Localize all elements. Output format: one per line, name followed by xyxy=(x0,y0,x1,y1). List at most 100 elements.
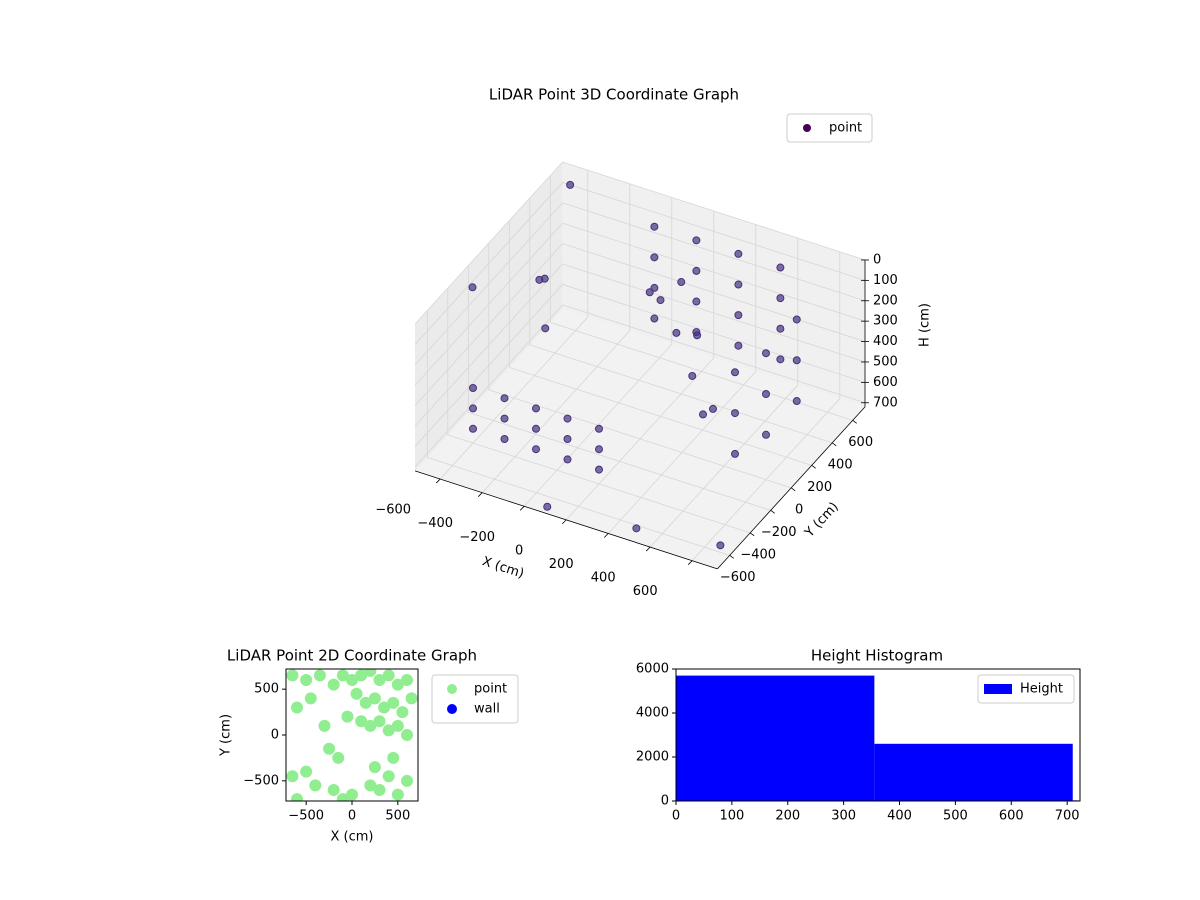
z-axis-label: H (cm) xyxy=(918,303,933,347)
point xyxy=(734,249,743,258)
x-tick-label: 400 xyxy=(887,809,912,824)
z-tick-label: 600 xyxy=(873,375,898,390)
tick-mark xyxy=(687,560,693,565)
tick-mark xyxy=(831,442,837,447)
point xyxy=(323,742,336,755)
point xyxy=(535,275,544,284)
point xyxy=(693,331,702,340)
point xyxy=(500,435,509,443)
point xyxy=(716,541,725,550)
point xyxy=(792,356,801,365)
plot-area xyxy=(286,669,418,801)
point xyxy=(731,409,739,418)
point xyxy=(378,701,391,714)
legend-frame xyxy=(977,674,1075,704)
legend-marker xyxy=(803,124,811,132)
y-tick-label: −500 xyxy=(243,773,279,788)
grid-line xyxy=(414,161,563,325)
grid-line xyxy=(468,412,771,511)
tick-mark xyxy=(770,510,775,514)
point xyxy=(709,404,717,413)
x-tick-label: −600 xyxy=(375,503,411,518)
point xyxy=(401,774,413,787)
y-tick-label: 400 xyxy=(828,457,853,472)
y-axis-line xyxy=(717,406,866,570)
x-tick-label: 400 xyxy=(591,571,616,586)
tick-mark xyxy=(749,532,755,537)
point xyxy=(346,788,358,801)
z-tick-label: 300 xyxy=(873,314,898,329)
point xyxy=(688,371,697,380)
grid-line xyxy=(562,263,866,363)
point xyxy=(595,424,603,433)
x-tick-label: −400 xyxy=(417,516,453,531)
y-axis-label: Y (cm) xyxy=(219,714,234,757)
tick-mark xyxy=(645,546,651,552)
grid-line xyxy=(414,284,563,447)
legend-label: Height xyxy=(1020,682,1063,697)
grid-line xyxy=(414,202,563,366)
grid-line xyxy=(414,222,563,386)
x-tick-label: 500 xyxy=(943,809,968,824)
point xyxy=(382,724,395,737)
point xyxy=(595,465,603,474)
point xyxy=(532,424,540,433)
x-tick-label: 0 xyxy=(515,543,523,558)
point xyxy=(368,692,381,705)
point xyxy=(672,328,681,337)
point xyxy=(318,719,331,732)
x-tick-label: 100 xyxy=(719,809,744,824)
z-tick-label: 700 xyxy=(873,395,898,410)
point xyxy=(336,793,349,801)
point xyxy=(364,779,377,792)
x-tick-label: 0 xyxy=(672,809,680,824)
point xyxy=(541,324,550,333)
point xyxy=(692,266,701,275)
point xyxy=(645,288,654,297)
x-tick-label: −500 xyxy=(288,809,324,824)
point xyxy=(396,706,409,719)
grid-line xyxy=(562,182,866,281)
y-tick-label: 0 xyxy=(271,728,279,743)
point xyxy=(355,669,368,682)
grid-line xyxy=(529,344,833,444)
x-tick-label: 600 xyxy=(999,809,1024,824)
point xyxy=(762,390,770,398)
point xyxy=(336,669,349,682)
point xyxy=(563,435,572,443)
point xyxy=(677,278,686,287)
x-tick-label: 500 xyxy=(385,809,410,824)
point xyxy=(373,784,386,796)
grid-line xyxy=(562,284,866,383)
grid-line xyxy=(562,243,866,342)
point xyxy=(469,384,477,392)
grid-line xyxy=(509,367,812,466)
tick-mark xyxy=(811,465,816,469)
axes-frame xyxy=(675,668,1081,802)
x-tick-label: 200 xyxy=(775,809,800,824)
z-tick-label: 200 xyxy=(873,293,898,308)
point xyxy=(792,397,801,406)
point xyxy=(762,349,770,358)
point xyxy=(650,253,659,262)
x-tick-label: −200 xyxy=(459,530,495,545)
bar xyxy=(874,743,1073,801)
grid-line xyxy=(414,243,563,406)
tick-mark xyxy=(435,478,441,484)
x-axis-line xyxy=(414,470,718,570)
y-tick-label: 4000 xyxy=(636,706,669,721)
legend-label: point xyxy=(474,682,507,697)
point xyxy=(762,430,770,439)
point xyxy=(734,280,743,289)
point xyxy=(291,793,303,801)
point xyxy=(373,674,386,686)
point xyxy=(563,455,572,464)
point xyxy=(500,414,509,423)
point xyxy=(286,669,299,682)
tick-mark xyxy=(561,519,567,525)
z-tick-label: 100 xyxy=(873,273,898,288)
y-tick-label: 500 xyxy=(254,682,279,697)
tick-mark xyxy=(852,420,857,424)
legend-label: wall xyxy=(474,702,500,717)
